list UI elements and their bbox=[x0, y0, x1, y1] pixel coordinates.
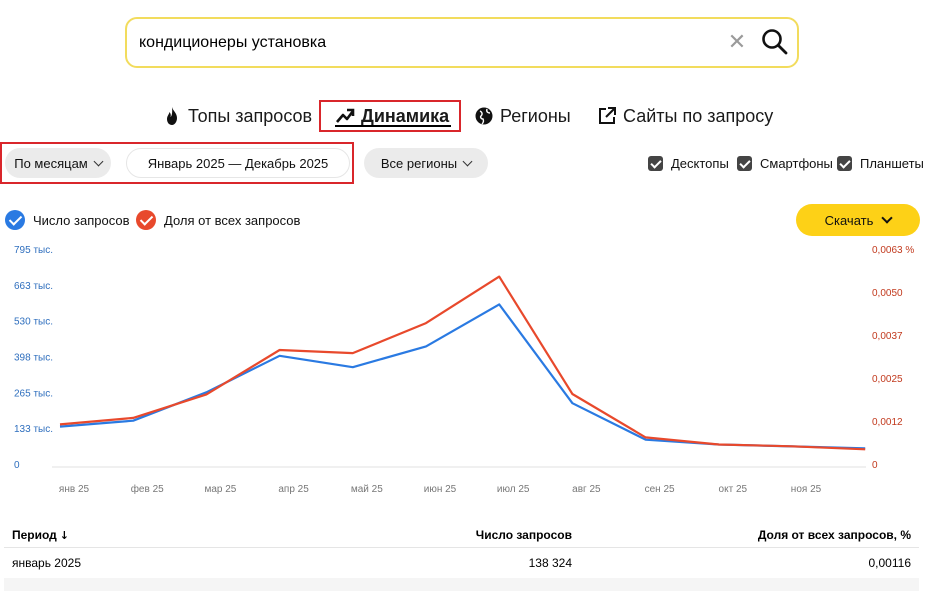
x-axis-tick-label: авг 25 bbox=[572, 484, 601, 495]
sort-arrow-icon: ↓ bbox=[59, 529, 70, 542]
clear-search-button[interactable]: ✕ bbox=[724, 29, 750, 57]
active-tab-underline bbox=[335, 125, 451, 127]
right-axis-tick-label: 0,0050 bbox=[872, 288, 903, 299]
period-filters-group bbox=[0, 142, 354, 184]
fire-icon bbox=[167, 107, 177, 125]
x-axis-tick-label: фев 25 bbox=[131, 483, 164, 495]
column-header-share[interactable]: Доля от всех запросов, % bbox=[757, 528, 911, 542]
table-scroll-area bbox=[4, 578, 919, 591]
checkbox-checked-icon bbox=[648, 155, 663, 171]
search-button[interactable] bbox=[758, 27, 792, 59]
external-link-icon bbox=[599, 107, 616, 124]
row-share: 0,00116 bbox=[868, 556, 912, 570]
device-label: Десктопы bbox=[671, 155, 729, 171]
left-axis-tick-label: 398 тыс. bbox=[14, 353, 53, 364]
search-box[interactable]: ✕ bbox=[125, 17, 799, 68]
left-axis-tick-label: 265 тыс. bbox=[14, 388, 53, 399]
checkbox-checked-icon bbox=[737, 155, 752, 171]
x-axis-tick-label: янв 25 bbox=[59, 484, 90, 495]
globe-icon bbox=[475, 107, 493, 125]
x-axis-tick-label: окт 25 bbox=[719, 484, 748, 495]
x-axis-tick-label: ноя 25 bbox=[791, 484, 822, 495]
tab-sites[interactable]: Сайты по запросу bbox=[597, 100, 773, 132]
left-axis-tick-label: 0 bbox=[14, 460, 20, 471]
check-circle-icon bbox=[136, 210, 156, 230]
right-axis-tick-label: 0,0063 % bbox=[872, 245, 914, 256]
legend-label: Число запросов bbox=[33, 212, 130, 228]
device-label: Планшеты bbox=[860, 155, 924, 171]
download-label: Скачать bbox=[824, 212, 874, 228]
left-axis-tick-label: 133 тыс. bbox=[14, 424, 53, 435]
chevron-down-icon bbox=[881, 212, 894, 224]
right-axis-tick-label: 0,0037 bbox=[872, 331, 903, 342]
series-line-share bbox=[59, 275, 866, 451]
tab-top-queries[interactable]: Топы запросов bbox=[162, 100, 312, 132]
column-header-period[interactable]: Период ↓ bbox=[12, 528, 70, 542]
column-header-count[interactable]: Число запросов bbox=[475, 528, 572, 542]
right-axis-tick-label: 0 bbox=[872, 460, 878, 471]
left-axis-tick-label: 795 тыс. bbox=[14, 245, 53, 256]
legend-query-count[interactable]: Число запросов bbox=[5, 208, 129, 232]
table-header: Период ↓ Число запросов Доля от всех запр… bbox=[4, 520, 919, 548]
row-period: январь 2025 bbox=[12, 556, 81, 570]
legend-label: Доля от всех запросов bbox=[164, 212, 301, 228]
series-line-query-count bbox=[59, 303, 866, 450]
search-icon bbox=[762, 29, 788, 55]
x-axis-tick-label: апр 25 bbox=[278, 484, 309, 495]
x-axis-tick-label: июн 25 bbox=[424, 484, 457, 495]
x-axis-tick-label: сен 25 bbox=[645, 484, 675, 495]
grouping-select[interactable]: По месяцам bbox=[5, 148, 111, 178]
dynamics-chart: 0 133 тыс. 265 тыс. 398 тыс. 530 тыс. 663 тыс… bbox=[14, 245, 914, 495]
tab-label: Топы запросов bbox=[188, 105, 313, 126]
search-input[interactable] bbox=[139, 31, 699, 55]
period-picker[interactable]: Январь 2025 — Декабрь 2025 bbox=[126, 148, 350, 178]
tab-dynamics[interactable]: Динамика bbox=[319, 100, 461, 132]
grouping-select-value: По месяцам bbox=[14, 155, 88, 171]
legend-share[interactable]: Доля от всех запросов bbox=[136, 208, 300, 232]
region-select-value: Все регионы bbox=[380, 155, 458, 171]
chevron-down-icon bbox=[462, 156, 473, 166]
chevron-down-icon bbox=[93, 156, 104, 166]
row-count: 138 324 bbox=[528, 556, 572, 570]
right-axis-tick-label: 0,0025 bbox=[872, 374, 903, 385]
left-axis-tick-label: 663 тыс. bbox=[14, 281, 53, 292]
download-button[interactable]: Скачать bbox=[796, 204, 920, 236]
tabs-bar: Топы запросов Динамика Регионы Сайты по … bbox=[0, 100, 926, 134]
device-label: Смартфоны bbox=[760, 155, 833, 171]
check-circle-icon bbox=[5, 210, 25, 230]
left-axis-tick-label: 530 тыс. bbox=[14, 317, 53, 328]
close-icon: ✕ bbox=[727, 30, 747, 55]
x-axis-tick-label: июл 25 bbox=[497, 484, 530, 495]
trend-up-icon bbox=[336, 108, 355, 123]
device-smartphone-checkbox[interactable]: Смартфоны bbox=[737, 154, 833, 172]
right-axis-tick-label: 0,0012 bbox=[872, 417, 903, 428]
x-axis-tick-label: май 25 bbox=[351, 484, 383, 495]
tab-regions[interactable]: Регионы bbox=[474, 100, 571, 132]
tab-label: Регионы bbox=[500, 105, 571, 126]
data-table: Период ↓ Число запросов Доля от всех запр… bbox=[4, 520, 919, 578]
tab-label: Динамика bbox=[361, 105, 450, 126]
device-tablet-checkbox[interactable]: Планшеты bbox=[837, 154, 924, 172]
tab-label: Сайты по запросу bbox=[623, 105, 774, 126]
checkbox-checked-icon bbox=[837, 155, 852, 171]
region-select[interactable]: Все регионы bbox=[364, 148, 488, 178]
device-desktop-checkbox[interactable]: Десктопы bbox=[648, 154, 729, 172]
x-axis-tick-label: мар 25 bbox=[204, 484, 236, 495]
period-picker-value: Январь 2025 — Декабрь 2025 bbox=[147, 155, 329, 171]
table-row: январь 2025 138 324 0,00116 bbox=[4, 548, 919, 578]
